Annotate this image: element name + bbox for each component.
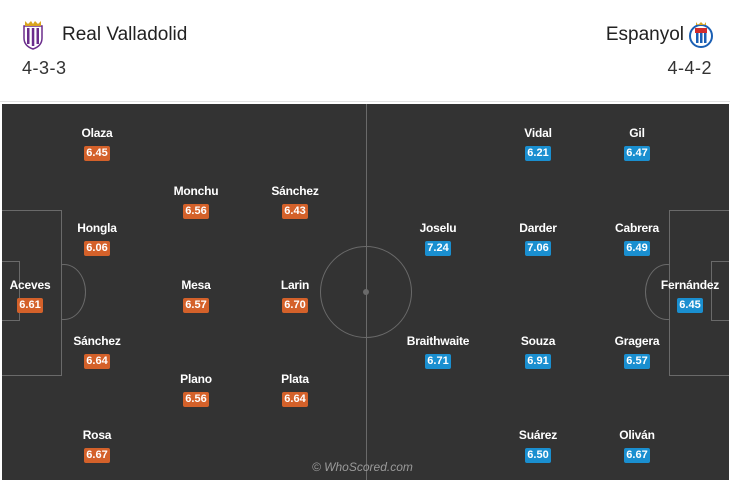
player-name: Sánchez (271, 184, 319, 198)
player-marker[interactable]: Olaza 6.45 (57, 126, 137, 161)
player-marker[interactable]: Rosa 6.67 (57, 428, 137, 463)
player-rating: 6.91 (525, 354, 551, 369)
player-rating: 6.56 (183, 392, 209, 407)
away-formation: 4-4-2 (667, 58, 712, 78)
player-name: Sánchez (73, 334, 121, 348)
player-rating: 6.50 (525, 448, 551, 463)
player-marker[interactable]: Braithwaite 6.71 (398, 334, 478, 369)
player-name: Joselu (419, 221, 457, 235)
player-name: Plata (281, 372, 309, 386)
player-rating: 6.70 (282, 298, 308, 313)
player-rating: 6.21 (525, 146, 551, 161)
player-name: Fernández (660, 278, 720, 292)
player-name: Souza (520, 334, 556, 348)
player-rating: 6.43 (282, 204, 308, 219)
player-marker[interactable]: Larin 6.70 (255, 278, 335, 313)
player-marker[interactable]: Cabrera 6.49 (597, 221, 677, 256)
player-name: Larin (280, 278, 310, 292)
player-rating: 6.67 (84, 448, 110, 463)
real-valladolid-crest-icon (23, 21, 43, 50)
right-penalty-box (669, 210, 729, 376)
home-formation: 4-3-3 (22, 58, 67, 78)
player-rating: 6.64 (282, 392, 308, 407)
player-marker[interactable]: Joselu 7.24 (398, 221, 478, 256)
player-name: Suárez (518, 428, 558, 442)
player-marker[interactable]: Monchu 6.56 (156, 184, 236, 219)
player-rating: 6.71 (425, 354, 451, 369)
player-marker[interactable]: Darder 7.06 (498, 221, 578, 256)
player-name: Braithwaite (406, 334, 470, 348)
player-rating: 6.06 (84, 241, 110, 256)
left-six-yard-box (2, 261, 20, 321)
player-marker[interactable]: Plano 6.56 (156, 372, 236, 407)
player-marker[interactable]: Souza 6.91 (498, 334, 578, 369)
player-marker[interactable]: Gil 6.47 (597, 126, 677, 161)
player-name: Vidal (524, 126, 552, 140)
player-rating: 6.57 (624, 354, 650, 369)
player-marker[interactable]: Mesa 6.57 (156, 278, 236, 313)
player-rating: 6.64 (84, 354, 110, 369)
player-rating: 6.49 (624, 241, 650, 256)
center-circle (320, 246, 412, 338)
player-marker[interactable]: Sánchez 6.64 (57, 334, 137, 369)
player-name: Darder (519, 221, 557, 235)
player-marker[interactable]: Sánchez 6.43 (255, 184, 335, 219)
player-name: Hongla (77, 221, 117, 235)
player-name: Cabrera (615, 221, 659, 235)
home-team-name[interactable]: Real Valladolid (62, 24, 188, 45)
player-name: Olaza (81, 126, 113, 140)
player-name: Mesa (181, 278, 211, 292)
center-spot (363, 289, 369, 295)
player-rating: 6.56 (183, 204, 209, 219)
pitch: Olaza 6.45 Monchu 6.56 Sánchez 6.43 Hong… (2, 104, 729, 480)
left-penalty-box (2, 210, 62, 376)
player-name: Gragera (614, 334, 660, 348)
player-rating: 6.45 (84, 146, 110, 161)
player-name: Plano (180, 372, 212, 386)
player-marker[interactable]: Aceves 6.61 (2, 278, 70, 313)
player-marker[interactable]: Suárez 6.50 (498, 428, 578, 463)
player-name: Gil (629, 126, 645, 140)
player-marker[interactable]: Fernández 6.45 (650, 278, 729, 313)
right-six-yard-box (711, 261, 729, 321)
player-marker[interactable]: Oliván 6.67 (597, 428, 677, 463)
player-rating: 6.67 (624, 448, 650, 463)
player-marker[interactable]: Plata 6.64 (255, 372, 335, 407)
player-rating: 6.45 (677, 298, 703, 313)
player-rating: 7.06 (525, 241, 551, 256)
player-rating: 6.57 (183, 298, 209, 313)
match-header: Real Valladolid 4-3-3 Espanyol 4-4-2 (0, 0, 730, 102)
espanyol-crest-icon (689, 22, 713, 48)
player-marker[interactable]: Gragera 6.57 (597, 334, 677, 369)
player-name: Rosa (82, 428, 112, 442)
player-marker[interactable]: Hongla 6.06 (57, 221, 137, 256)
player-name: Oliván (619, 428, 655, 442)
player-rating: 6.61 (17, 298, 43, 313)
player-marker[interactable]: Vidal 6.21 (498, 126, 578, 161)
player-rating: 6.47 (624, 146, 650, 161)
away-team-name[interactable]: Espanyol (605, 24, 684, 45)
whoscored-watermark: © WhoScored.com (312, 460, 413, 474)
player-rating: 7.24 (425, 241, 451, 256)
player-name: Aceves (9, 278, 51, 292)
player-name: Monchu (173, 184, 219, 198)
